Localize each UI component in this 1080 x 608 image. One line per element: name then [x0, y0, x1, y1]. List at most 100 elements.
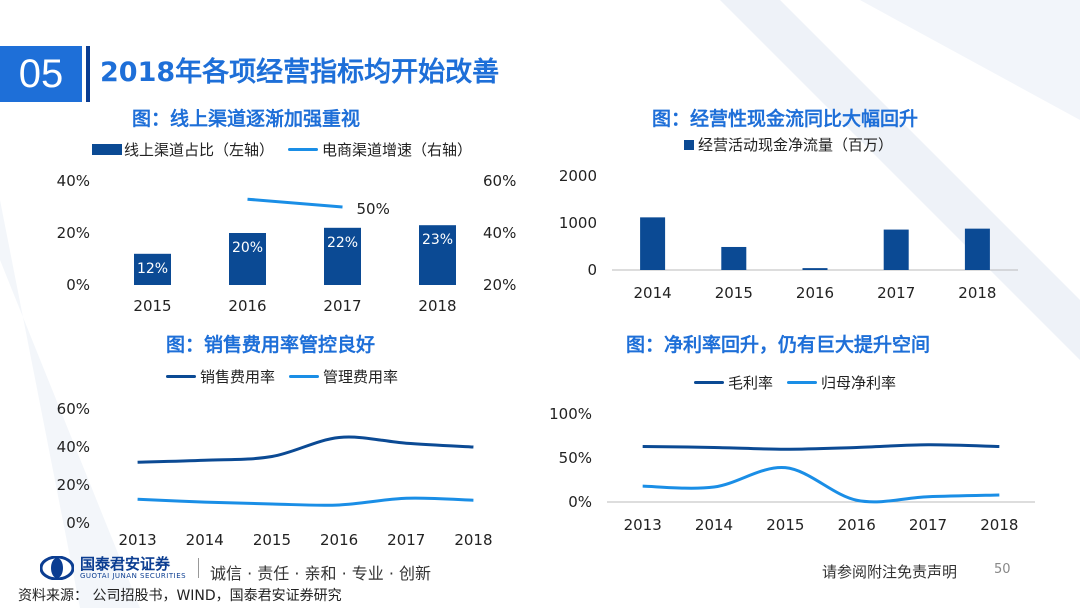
legend-swatch-line — [289, 375, 320, 378]
legend-swatch-line — [694, 381, 724, 384]
x-tick-label: 2018 — [958, 284, 996, 302]
chart-net-margin: 0% 50% 100% 2013 2014 2015 2016 2017 2018 — [549, 405, 1035, 534]
series-line-ecommerce-growth — [247, 197, 343, 209]
x-tick-label: 2014 — [634, 284, 672, 302]
legend-swatch-bar — [684, 139, 694, 150]
company-name: 国泰君安证券 — [80, 555, 171, 573]
bar — [229, 233, 266, 285]
bar-data-label: 23% — [422, 232, 453, 248]
legend-item-gross-margin: 毛利率 — [694, 372, 773, 393]
x-tick-label: 2018 — [454, 531, 492, 549]
company-logo: 国泰君安证券 GUOTAI JUNAN SECURITIES — [40, 556, 186, 580]
bar — [640, 217, 666, 270]
x-tick-label: 2018 — [418, 297, 456, 315]
bar-data-label: 12% — [137, 261, 168, 277]
y-tick: 0% — [568, 493, 592, 511]
line-data-label: 50% — [357, 200, 390, 218]
legend-item-ecommerce-growth: 电商渠道增速（右轴） — [288, 139, 472, 160]
disclaimer-text[interactable]: 请参阅附注免责声明 — [822, 563, 958, 581]
legend-expense: 销售费用率 管理费用率 — [166, 366, 412, 387]
y-tick: 2000 — [559, 167, 597, 185]
chart-title-online: 图：线上渠道逐渐加强重视 — [132, 108, 361, 130]
y-tick: 0 — [587, 261, 597, 279]
y-tick: 100% — [549, 405, 592, 423]
legend-item-admin-expense: 管理费用率 — [289, 366, 398, 387]
legend-swatch-line — [288, 148, 319, 151]
legend-item-online-share: 线上渠道占比（左轴） — [92, 139, 274, 160]
logo-emblem-icon — [40, 556, 74, 580]
legend-margin: 毛利率 归母净利率 — [694, 372, 910, 393]
legend-label: 线上渠道占比（左轴） — [124, 141, 275, 159]
page-number: 50 — [994, 562, 1011, 577]
source-note: 资料来源： 公司招股书，WIND，国泰君安证券研究 — [18, 588, 342, 604]
legend-item-selling-expense: 销售费用率 — [166, 366, 275, 387]
x-tick-label: 2015 — [133, 297, 171, 315]
bar-data-label: 22% — [327, 235, 358, 251]
legend-swatch-line — [787, 381, 818, 384]
bar — [324, 227, 361, 285]
company-name-en: GUOTAI JUNAN SECURITIES — [80, 572, 187, 580]
x-tick-label: 2014 — [186, 531, 224, 549]
legend-item-cashflow: 经营活动现金净流量（百万） — [684, 134, 893, 155]
chart-expense-ratio: 0% 20% 40% 60% 2013 2014 2015 2016 2017 2018 — [57, 400, 493, 549]
x-tick-label: 2017 — [323, 297, 361, 315]
x-tick-label: 2014 — [695, 516, 733, 534]
legend-cashflow: 经营活动现金净流量（百万） — [684, 134, 907, 155]
bar — [964, 228, 990, 270]
company-slogan: 诚信 · 责任 · 亲和 · 专业 · 创新 — [210, 564, 432, 583]
y-tick-right: 40% — [483, 224, 516, 242]
y-tick: 1000 — [559, 214, 597, 232]
x-tick-label: 2018 — [980, 516, 1018, 534]
y-tick: 0% — [66, 514, 90, 532]
x-tick-label: 2016 — [796, 284, 834, 302]
legend-label: 经营活动现金净流量（百万） — [698, 136, 894, 154]
y-tick-right: 20% — [483, 276, 516, 294]
x-tick-label: 2016 — [320, 531, 358, 549]
chart-title-margin: 图：净利率回升，仍有巨大提升空间 — [626, 334, 931, 356]
bar — [802, 268, 828, 270]
series-line — [137, 496, 474, 507]
legend-swatch-bar — [92, 144, 122, 155]
x-tick-label: 2017 — [909, 516, 947, 534]
legend-item-net-margin: 归母净利率 — [787, 372, 896, 393]
chart-online-channel: 0% 20% 40% 20% 40% 60% 12% 2015 20% 2016 22% 2017 23… — [57, 172, 517, 315]
x-tick-label: 2015 — [253, 531, 291, 549]
bar — [883, 229, 909, 270]
y-tick: 40% — [57, 438, 90, 456]
y-tick-right: 60% — [483, 172, 516, 190]
legend-label: 归母净利率 — [821, 374, 897, 392]
bar — [721, 246, 747, 270]
y-tick: 50% — [559, 449, 592, 467]
bar — [419, 225, 456, 285]
y-tick: 20% — [57, 476, 90, 494]
x-tick-label: 2017 — [387, 531, 425, 549]
chart-operating-cashflow: 0 1000 2000 2014 2015 2016 2017 2018 — [559, 167, 1018, 302]
x-tick-label: 2016 — [838, 516, 876, 534]
x-tick-label: 2016 — [228, 297, 266, 315]
section-number-badge: 05 — [0, 46, 82, 102]
x-tick-label: 2013 — [624, 516, 662, 534]
series-line — [137, 435, 474, 464]
y-tick-left: 0% — [66, 276, 90, 294]
y-tick-left: 40% — [57, 172, 90, 190]
legend-label: 电商渠道增速（右轴） — [322, 141, 473, 159]
series-line — [642, 443, 1000, 451]
bar-data-label: 20% — [232, 240, 263, 256]
legend-label: 管理费用率 — [323, 368, 399, 386]
x-tick-label: 2017 — [877, 284, 915, 302]
series-line — [642, 466, 1000, 504]
x-tick-label: 2013 — [118, 531, 156, 549]
footer-divider — [198, 558, 199, 578]
x-tick-label: 2015 — [715, 284, 753, 302]
chart-title-cashflow: 图：经营性现金流同比大幅回升 — [652, 108, 919, 130]
legend-swatch-line — [166, 375, 196, 378]
x-tick-label: 2015 — [766, 516, 804, 534]
chart-title-expense: 图：销售费用率管控良好 — [166, 334, 376, 356]
bar — [134, 253, 171, 285]
legend-label: 毛利率 — [728, 374, 774, 392]
page-title: 2018年各项经营指标均开始改善 — [100, 57, 500, 88]
legend-label: 销售费用率 — [200, 368, 276, 386]
y-tick-left: 20% — [57, 224, 90, 242]
legend-online: 线上渠道占比（左轴） 电商渠道增速（右轴） — [92, 139, 486, 160]
y-tick: 60% — [57, 400, 90, 418]
